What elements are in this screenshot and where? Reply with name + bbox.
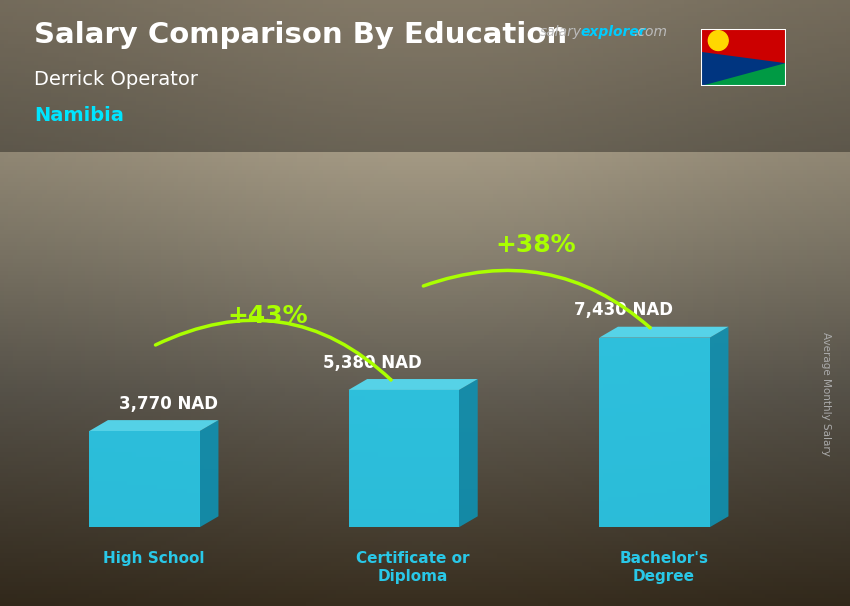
- Text: Namibia: Namibia: [34, 106, 124, 125]
- Text: High School: High School: [103, 551, 205, 567]
- FancyArrowPatch shape: [423, 270, 650, 328]
- Text: 5,380 NAD: 5,380 NAD: [323, 354, 422, 371]
- Text: Salary Comparison By Education: Salary Comparison By Education: [34, 21, 567, 49]
- Polygon shape: [599, 327, 728, 338]
- Text: +38%: +38%: [496, 233, 575, 256]
- Polygon shape: [348, 390, 459, 527]
- Polygon shape: [701, 29, 786, 63]
- Text: 7,430 NAD: 7,430 NAD: [574, 301, 672, 319]
- Text: 3,770 NAD: 3,770 NAD: [119, 395, 218, 413]
- Polygon shape: [348, 379, 478, 390]
- Polygon shape: [599, 338, 710, 527]
- Text: Bachelor's
Degree: Bachelor's Degree: [620, 551, 708, 584]
- Polygon shape: [701, 63, 786, 86]
- Text: explorer: explorer: [581, 25, 646, 39]
- FancyArrowPatch shape: [156, 320, 391, 380]
- Text: Derrick Operator: Derrick Operator: [34, 70, 198, 88]
- Text: salary: salary: [540, 25, 582, 39]
- Polygon shape: [89, 420, 218, 431]
- Text: +43%: +43%: [228, 304, 308, 328]
- Polygon shape: [710, 327, 728, 527]
- Polygon shape: [89, 431, 200, 527]
- Bar: [0, 0, 850, 152]
- Polygon shape: [459, 379, 478, 527]
- Circle shape: [708, 31, 728, 50]
- Text: Average Monthly Salary: Average Monthly Salary: [821, 332, 831, 456]
- Text: .com: .com: [633, 25, 667, 39]
- Polygon shape: [200, 420, 218, 527]
- Text: Certificate or
Diploma: Certificate or Diploma: [356, 551, 470, 584]
